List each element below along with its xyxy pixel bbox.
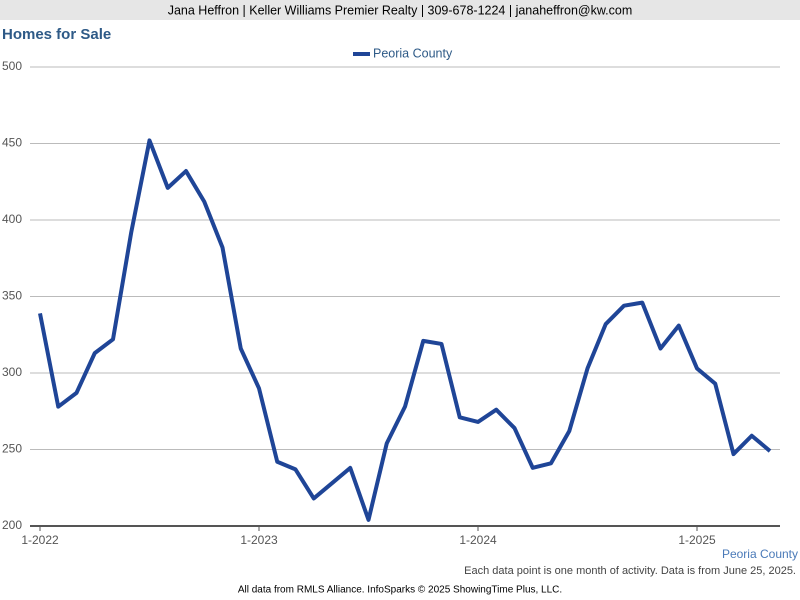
y-tick-label: 200 [2,518,22,532]
footer: All data from RMLS Alliance. InfoSparks … [238,585,562,596]
header-bar [0,0,800,20]
series-label: Peoria County [722,547,798,561]
x-tick-label: 1-2024 [459,533,497,547]
y-tick-label: 500 [2,59,22,73]
x-tick-label: 1-2022 [21,533,59,547]
y-tick-label: 400 [2,212,22,226]
y-tick-label: 350 [2,289,22,303]
x-tick-label: 1-2023 [240,533,278,547]
note: Each data point is one month of activity… [464,565,796,577]
header-text: Jana Heffron | Keller Williams Premier R… [168,3,633,17]
y-tick-label: 450 [2,136,22,150]
x-tick-label: 1-2025 [678,533,716,547]
y-tick-label: 250 [2,442,22,456]
series-line [38,138,772,522]
y-tick-label: 300 [2,365,22,379]
chart-title: Homes for Sale [2,26,111,43]
legend-label: Peoria County [373,46,453,60]
